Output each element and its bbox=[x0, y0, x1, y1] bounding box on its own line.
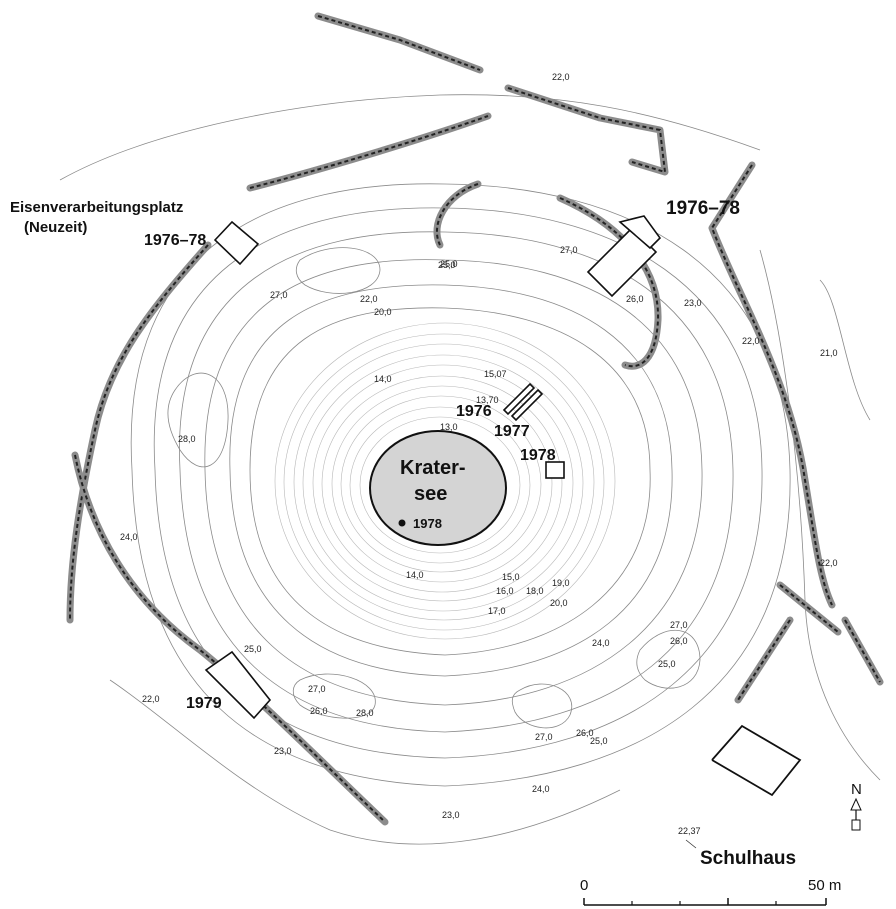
elev-label: 16,0 bbox=[496, 586, 514, 596]
trench-ne-annex bbox=[618, 215, 662, 250]
elev-label: 21,0 bbox=[820, 348, 838, 358]
elev-label: 26,0 bbox=[626, 294, 644, 304]
lake-point-1978 bbox=[398, 519, 406, 527]
north-arrow-icon: N bbox=[850, 781, 862, 831]
elev-label: 22,37 bbox=[678, 826, 701, 836]
crater-lake-label-line2: see bbox=[414, 483, 447, 505]
elev-label: 26,0 bbox=[670, 636, 688, 646]
schulhaus-building bbox=[711, 724, 802, 797]
trench-sw-1979 bbox=[204, 650, 272, 720]
elev-label: 23,0 bbox=[442, 810, 460, 820]
elev-label: 25,0 bbox=[440, 259, 458, 269]
north-label: N bbox=[851, 781, 862, 798]
trench-1977-label: 1977 bbox=[494, 423, 530, 440]
elev-label: 19,0 bbox=[552, 578, 570, 588]
trench-1978 bbox=[545, 461, 565, 479]
trench-nw-1976-78 bbox=[213, 220, 260, 266]
crater-contours bbox=[59, 94, 881, 845]
elev-label: 26,0 bbox=[576, 728, 594, 738]
elev-label: 27,0 bbox=[270, 290, 288, 300]
elev-label: 23,0 bbox=[684, 298, 702, 308]
scale-end-label: 50 m bbox=[808, 877, 841, 894]
elev-label: 17,0 bbox=[488, 606, 506, 616]
trenches bbox=[204, 215, 662, 720]
elev-label: 27,0 bbox=[560, 245, 578, 255]
crater-lake-label-line1: Krater- bbox=[400, 457, 466, 479]
schulhaus-label: Schulhaus bbox=[700, 848, 796, 869]
elev-label: 28,0 bbox=[178, 434, 196, 444]
walls bbox=[66, 12, 884, 826]
elev-label: 22,0 bbox=[742, 336, 760, 346]
trench-1978-label: 1978 bbox=[520, 447, 556, 464]
lake-point-label: 1978 bbox=[413, 516, 442, 531]
elev-label: 28,0 bbox=[356, 708, 374, 718]
trench-nw-label: 1976–78 bbox=[144, 232, 206, 249]
elev-label: 14,0 bbox=[374, 374, 392, 384]
elev-label: 27,0 bbox=[535, 732, 553, 742]
elev-label: 22,0 bbox=[360, 294, 378, 304]
elev-label: 25,0 bbox=[658, 659, 676, 669]
elev-label: 27,0 bbox=[670, 620, 688, 630]
elev-label: 20,0 bbox=[374, 307, 392, 317]
scale-start-label: 0 bbox=[580, 877, 588, 894]
elev-label: 13,0 bbox=[440, 422, 458, 432]
eisenverarbeitungsplatz-label: Eisenverarbeitungsplatz bbox=[10, 199, 183, 216]
trench-ne-1976-78 bbox=[586, 226, 658, 298]
elevation-labels: 22,0 27,0 25,0 26,0 23,0 22,0 21,0 27,0 … bbox=[120, 72, 838, 836]
elev-label: 27,0 bbox=[308, 684, 326, 694]
trench-sw-label: 1979 bbox=[186, 695, 222, 712]
elev-label: 24,0 bbox=[532, 784, 550, 794]
elev-label: 22,0 bbox=[552, 72, 570, 82]
elev-label: 22,0 bbox=[820, 558, 838, 568]
elev-label: 24,0 bbox=[592, 638, 610, 648]
elev-label: 13,70 bbox=[476, 395, 499, 405]
trench-1976-1977 bbox=[502, 382, 536, 416]
elev-label: 26,0 bbox=[310, 706, 328, 716]
neuzeit-label: (Neuzeit) bbox=[24, 219, 87, 236]
elev-label: 15,07 bbox=[484, 369, 507, 379]
scale-bar: 0 50 m bbox=[580, 877, 841, 906]
trench-ne-label: 1976–78 bbox=[666, 198, 740, 219]
elev-label: 25,0 bbox=[244, 644, 262, 654]
elev-label: 23,0 bbox=[274, 746, 292, 756]
elev-label: 25,0 bbox=[438, 260, 456, 270]
crater-lake bbox=[369, 430, 507, 546]
elev-label: 18,0 bbox=[526, 586, 544, 596]
elev-label: 14,0 bbox=[406, 570, 424, 580]
trench-1977-inner bbox=[510, 388, 544, 422]
trench-1976-label: 1976 bbox=[456, 403, 492, 420]
elev-label: 20,0 bbox=[550, 598, 568, 608]
spot-height-pointer bbox=[685, 839, 697, 849]
elev-label: 24,0 bbox=[120, 532, 138, 542]
elev-label: 15,0 bbox=[502, 572, 520, 582]
elev-label: 22,0 bbox=[142, 694, 160, 704]
elev-label: 25,0 bbox=[590, 736, 608, 746]
